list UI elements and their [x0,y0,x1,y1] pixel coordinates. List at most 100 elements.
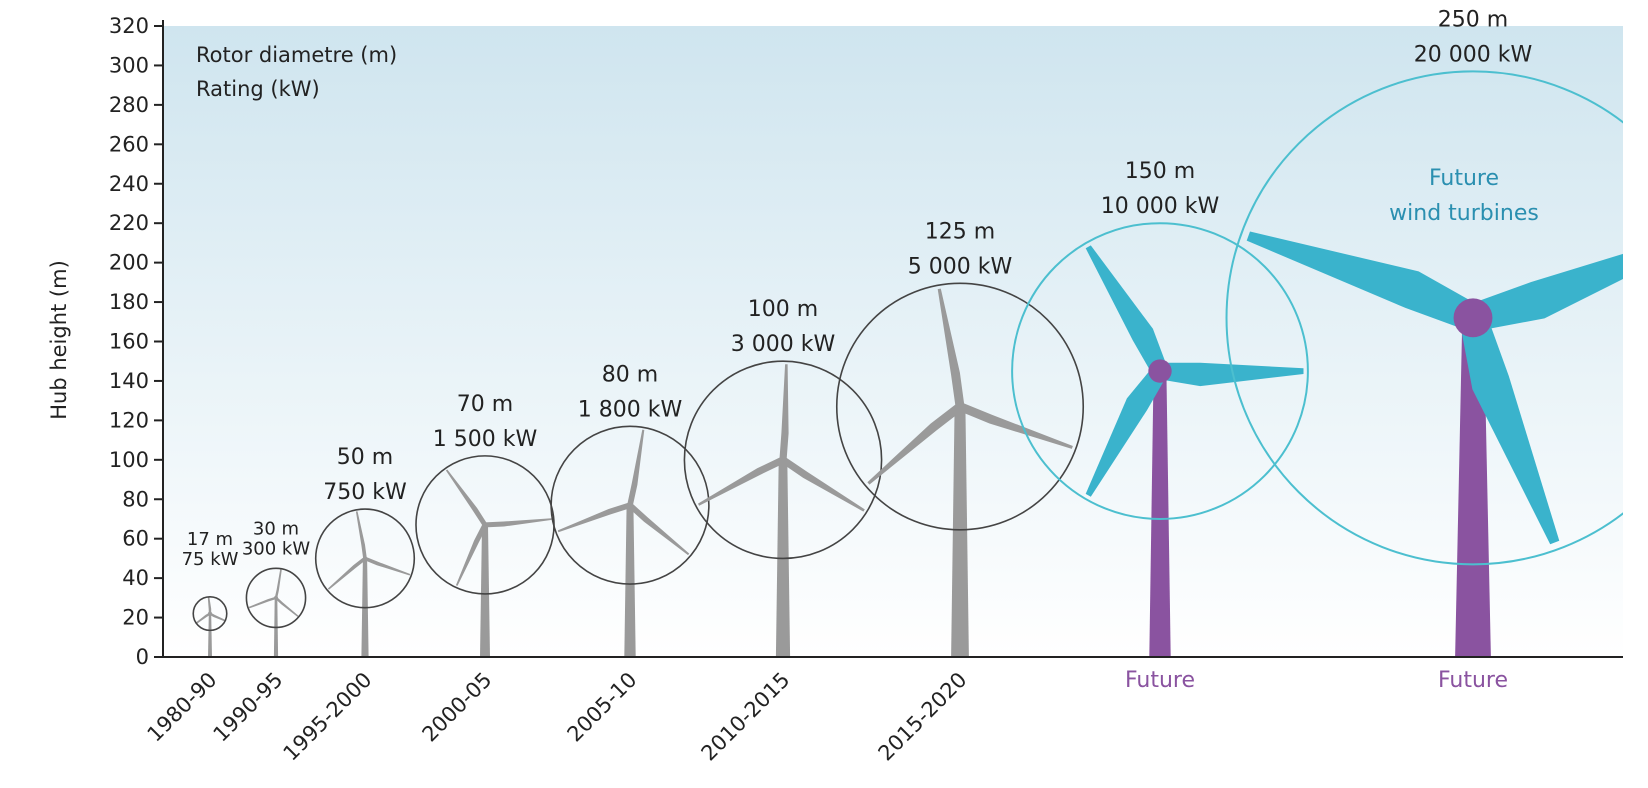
rating-label: 5 000 kW [908,254,1013,279]
future-annotation: Future wind turbines [1389,166,1539,226]
diameter-label: 80 m [602,362,658,387]
turbine-blade [364,556,411,576]
turbine-9 [1225,70,1623,657]
rating-label: 1 500 kW [433,427,538,452]
y-tick-label: 40 [122,566,149,590]
rotor-circle [835,282,1085,531]
diameter-label: 100 m [748,297,818,322]
diameter-label: 70 m [457,392,513,417]
turbine-4 [415,455,555,657]
rotor-circle [192,596,228,632]
y-tick-label: 240 [109,172,149,196]
legend-line-diameter: Rotor diametre (m) [196,43,397,67]
x-tick-label: 2015-2020 [874,668,972,766]
turbine-hub [779,455,787,464]
turbine-blade [1160,362,1304,387]
rotor-circle [1225,70,1623,566]
rotor-circle [550,425,710,585]
turbines-layer [192,70,1623,657]
turbine-tower [624,505,636,657]
y-tick-label: 200 [109,251,149,275]
turbine-hub [208,611,212,616]
annotation-wind-turbines: wind turbines [1389,201,1539,226]
turbine-tower [480,524,490,657]
y-axis-title: Hub height (m) [47,260,71,420]
y-axis: 0 20 40 60 80 100 120 140 160 180 200 220 240 260 280 3… [109,14,1623,669]
turbine-3 [314,508,416,657]
turbine-blade [627,429,645,506]
y-tick-label: 280 [109,93,149,117]
turbine-blade [557,502,631,533]
turbine-blade [455,523,488,586]
x-tick-label: 1990-95 [209,668,288,747]
turbine-blade [274,569,282,599]
turbine-blade [484,518,552,528]
y-tick-label: 140 [109,369,149,393]
x-tick-label: 1980-90 [143,668,222,747]
rating-label: 75 kW [182,549,239,570]
y-tick-label: 260 [109,132,149,156]
x-tick-label: Future [1438,668,1508,693]
turbine-blade [698,456,785,506]
x-tick-label: 2005-10 [563,668,642,747]
x-tick-label: Future [1125,668,1195,693]
turbine-blade [781,456,865,512]
turbine-blade [937,288,965,408]
rotor-circle [1011,222,1309,520]
turbine-blade [1459,313,1560,545]
turbine-8 [1011,222,1309,657]
rating-label: 20 000 kW [1414,42,1533,67]
turbine-5 [550,425,710,657]
turbine-2 [245,567,307,657]
turbine-blade [327,557,367,590]
x-tick-label: 2000-05 [418,668,497,747]
diameter-label: 50 m [337,445,393,470]
y-tick-label: 160 [109,330,149,354]
turbine-6 [683,360,883,657]
y-tick-label: 80 [122,487,149,511]
y-tick-label: 300 [109,53,149,77]
turbine-hub [482,522,488,528]
turbine-blade [275,596,299,617]
turbine-blade [207,597,212,614]
turbine-blade [445,469,487,527]
x-tick-label: 1995-2000 [279,668,377,766]
turbine-blade [196,612,211,624]
turbine-blade [248,596,277,609]
y-tick-label: 60 [122,527,149,551]
diameter-label: 125 m [925,219,995,244]
turbine-hub [955,401,965,412]
legend: Rotor diametre (m) Rating (kW) [196,43,397,101]
rating-label: 3 000 kW [731,332,836,357]
turbine-blade [1246,231,1478,331]
y-tick-label: 100 [109,448,149,472]
diameter-label: 30 m [253,518,299,539]
turbine-7 [835,282,1085,657]
legend-line-rating: Rating (kW) [196,77,320,101]
diameter-label: 250 m [1438,7,1508,32]
annotation-future: Future [1429,166,1499,191]
turbine-blade [628,503,690,556]
turbine-blade [958,402,1073,449]
rating-label: 1 800 kW [578,397,683,422]
rotor-circle [245,567,307,629]
turbine-hub [626,502,634,509]
turbine-1 [192,596,228,657]
y-tick-label: 320 [109,14,149,38]
turbine-tower [1149,371,1171,657]
y-tick-label: 0 [136,645,149,669]
turbine-hub [274,595,278,600]
plot-background [163,26,1623,657]
y-tick-label: 20 [122,606,149,630]
turbine-hub [1453,298,1493,338]
rating-label: 750 kW [323,480,407,505]
turbine-blade [209,612,226,622]
y-tick-label: 120 [109,408,149,432]
x-tick-label: 2010-2015 [697,668,795,766]
turbine-tower [208,613,212,657]
rating-label: 10 000 kW [1101,194,1220,219]
turbine-hub [1148,359,1172,383]
rotor-circle [314,508,416,609]
turbine-blade [355,511,367,559]
